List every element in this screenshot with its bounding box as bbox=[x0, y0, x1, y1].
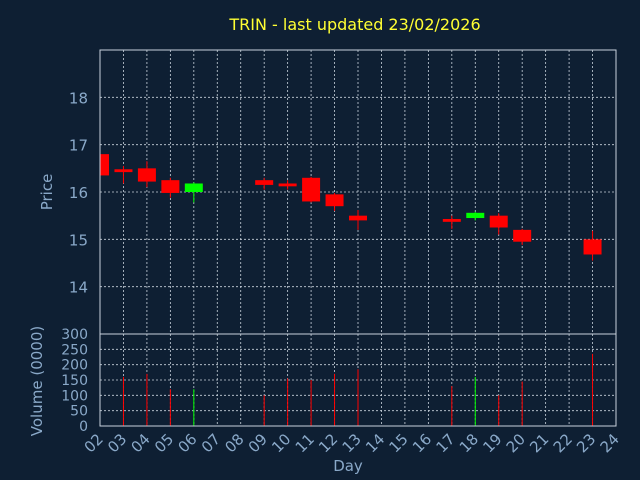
x-tick-label: 22 bbox=[550, 430, 576, 456]
volume-frame bbox=[99, 333, 617, 427]
candle-body bbox=[302, 177, 321, 202]
volume-tick-label: 200 bbox=[61, 358, 88, 374]
volume-tick-label: 50 bbox=[70, 404, 88, 420]
candle-body bbox=[489, 215, 508, 228]
x-tick-label: 03 bbox=[104, 430, 130, 456]
x-tick-label: 13 bbox=[339, 430, 365, 456]
candle-body bbox=[349, 215, 367, 221]
x-tick-label: 20 bbox=[503, 430, 529, 456]
x-tick-label: 07 bbox=[198, 430, 224, 456]
x-axis-label: Day bbox=[333, 457, 363, 475]
candle-body bbox=[513, 229, 532, 242]
candle-body bbox=[100, 154, 109, 176]
volume-tick-label: 0 bbox=[79, 419, 88, 435]
x-tick-label: 06 bbox=[174, 430, 200, 456]
price-tick-label: 15 bbox=[69, 231, 88, 249]
x-tick-label: 21 bbox=[526, 430, 552, 456]
chart-title: TRIN - last updated 23/02/2026 bbox=[228, 15, 480, 34]
x-tick-label: 11 bbox=[292, 430, 318, 456]
candle-body bbox=[466, 212, 485, 219]
price-tick-label: 17 bbox=[69, 137, 88, 155]
x-tick-label: 18 bbox=[456, 430, 482, 456]
x-tick-label: 14 bbox=[362, 430, 388, 456]
volume-tick-label: 300 bbox=[61, 327, 88, 343]
price-grid bbox=[100, 50, 616, 334]
candle-body bbox=[255, 180, 274, 185]
candles bbox=[99, 151, 602, 261]
x-tick-label: 17 bbox=[432, 430, 458, 456]
x-tick-label: 05 bbox=[151, 430, 177, 456]
candle-body bbox=[114, 169, 133, 173]
x-tick-label: 24 bbox=[597, 430, 623, 456]
price-tick-label: 16 bbox=[69, 184, 88, 202]
candle-body bbox=[583, 239, 602, 255]
price-y-ticks: 14 15 16 17 18 bbox=[69, 89, 88, 296]
volume-tick-label: 100 bbox=[61, 388, 88, 404]
volume-bars bbox=[122, 353, 594, 426]
candle-body bbox=[278, 183, 297, 187]
candle-body bbox=[137, 168, 156, 182]
volume-axis-label: Volume (0000) bbox=[28, 326, 46, 436]
price-tick-label: 18 bbox=[69, 89, 88, 107]
candle-body bbox=[442, 218, 461, 222]
price-axis-label: Price bbox=[38, 174, 56, 211]
x-tick-label: 23 bbox=[573, 430, 599, 456]
candle-body bbox=[184, 183, 203, 192]
volume-tick-label: 250 bbox=[61, 342, 88, 358]
price-panel: 14 15 16 17 18 Price bbox=[38, 49, 617, 335]
candle-body bbox=[325, 194, 344, 207]
x-tick-label: 08 bbox=[221, 430, 247, 456]
x-tick-label: 19 bbox=[479, 430, 505, 456]
x-tick-label: 09 bbox=[245, 430, 271, 456]
volume-tick-label: 150 bbox=[61, 373, 88, 389]
x-tick-label: 04 bbox=[128, 430, 154, 456]
x-tick-label: 12 bbox=[315, 430, 341, 456]
x-tick-label: 10 bbox=[268, 430, 294, 456]
x-tick-label: 16 bbox=[409, 430, 435, 456]
x-ticks: 0203040506070809101112131415161718192021… bbox=[81, 430, 623, 456]
candle-body bbox=[161, 180, 180, 193]
price-tick-label: 14 bbox=[69, 279, 88, 297]
x-tick-label: 15 bbox=[386, 430, 412, 456]
